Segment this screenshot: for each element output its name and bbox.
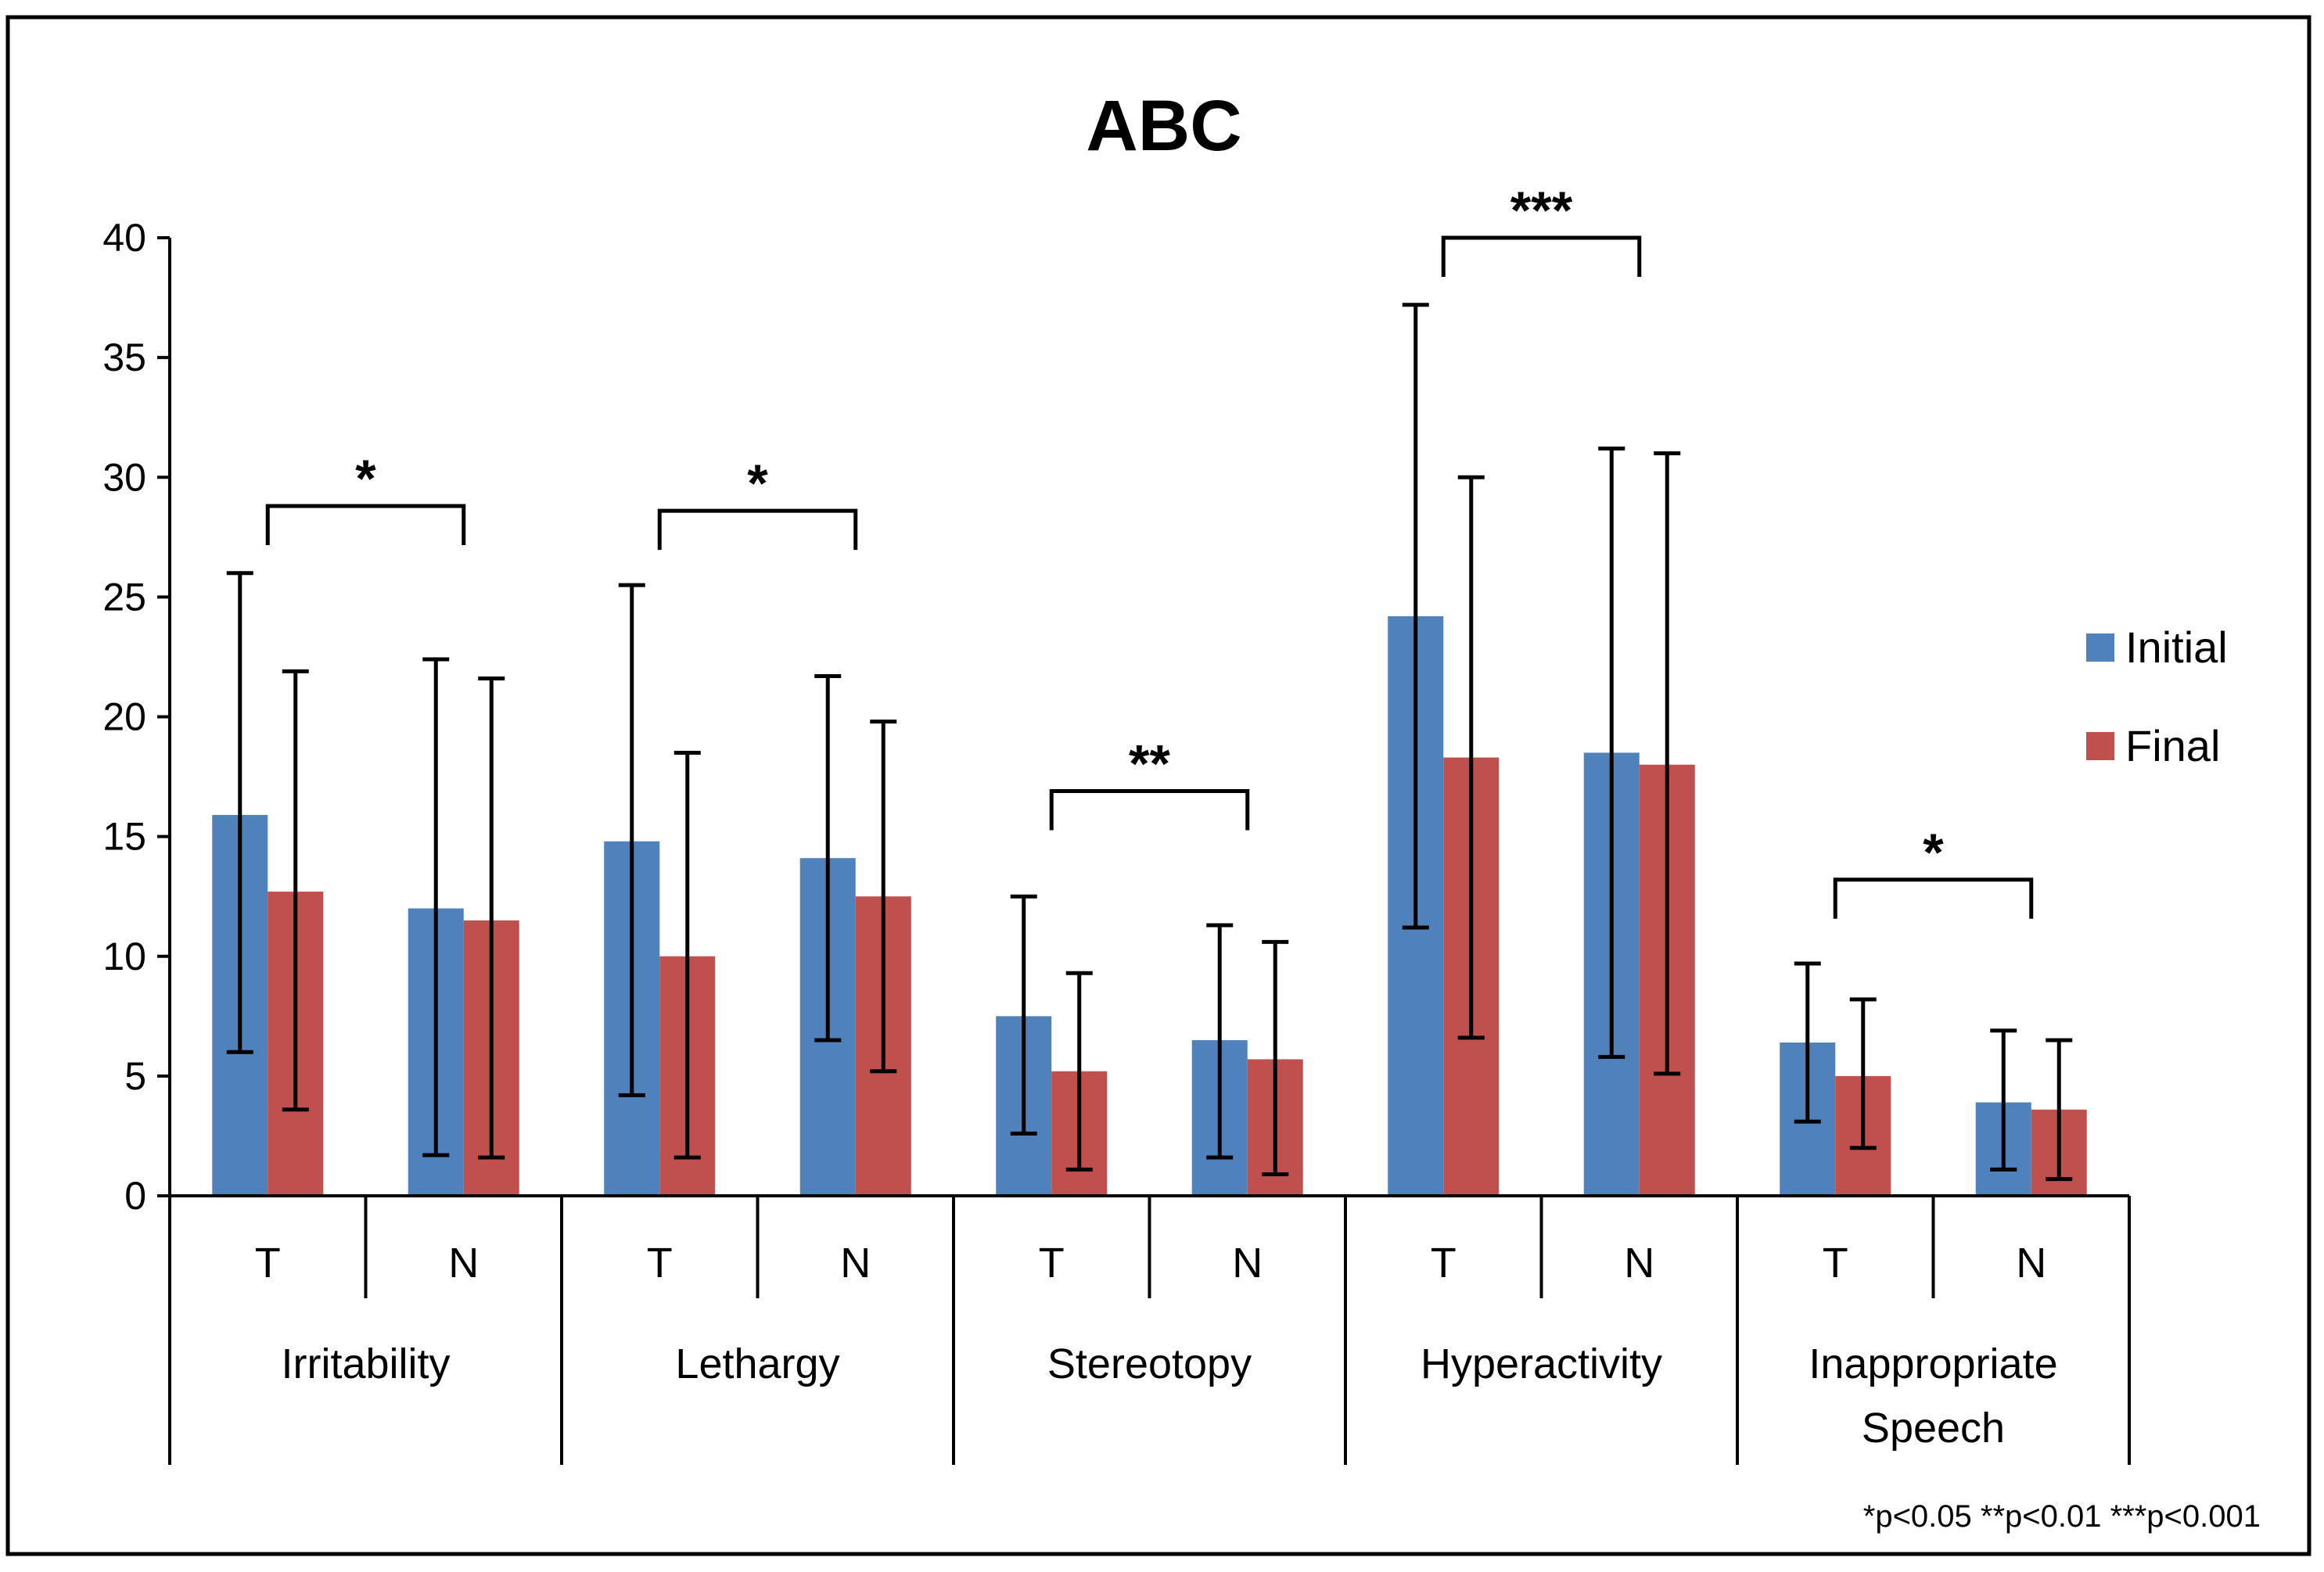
significance-marker: ** (1129, 734, 1170, 793)
legend-label-final: Final (2125, 721, 2220, 770)
y-axis: 0 5 10 15 20 25 30 35 40 (102, 216, 171, 1218)
category-label-t: T (255, 1240, 281, 1287)
chart-title: ABC (1086, 86, 1241, 166)
legend: Initial Final (2086, 623, 2228, 770)
significance-bracket (265, 504, 466, 545)
y-tick-label: 20 (102, 695, 146, 739)
group-label-hyperactivity: Hyperactivity (1421, 1341, 1662, 1387)
legend-swatch-final (2086, 732, 2114, 760)
y-tick-label: 40 (102, 216, 146, 260)
group-label-lethargy: Lethargy (675, 1341, 839, 1387)
y-tick-label: 30 (102, 455, 146, 499)
y-tick-label: 15 (102, 815, 146, 859)
category-label-n: N (448, 1240, 479, 1287)
legend-swatch-initial (2086, 633, 2114, 662)
significance-bracket (1049, 788, 1250, 831)
footnote: *p<0.05 **p<0.01 ***p<0.001 (1863, 1499, 2261, 1534)
group-label-inappropriate-speech: Inappropriate (1809, 1341, 2057, 1387)
significance-bracket (1441, 235, 1642, 277)
category-label-n: N (1624, 1240, 1654, 1287)
significance-marker: * (1923, 823, 1944, 882)
chart-border (5, 15, 2311, 1556)
y-tick-label: 10 (102, 935, 146, 978)
error-bars (226, 303, 2073, 1182)
y-tick-label: 25 (102, 575, 146, 619)
category-label-t: T (647, 1240, 673, 1287)
legend-label-initial: Initial (2125, 623, 2228, 672)
significance-marker: *** (1510, 181, 1573, 240)
group-label-stereotopy: Stereotopy (1047, 1341, 1252, 1387)
group-label-inappropriate-speech: Speech (1862, 1405, 2005, 1452)
y-tick-label: 35 (102, 336, 146, 379)
y-tick-label: 5 (124, 1054, 146, 1098)
significance-bracket (657, 508, 858, 551)
significance-bracket (1833, 878, 2034, 919)
significance-brackets: * ******* (265, 181, 2034, 919)
category-label-n: N (840, 1240, 871, 1287)
category-label-t: T (1431, 1240, 1457, 1287)
category-label-n: N (1232, 1240, 1263, 1287)
x-axis: T N T N T N T N T N Irritability Lethargy Stereotopy… (168, 1194, 2131, 1465)
category-label-t: T (1823, 1240, 1848, 1287)
y-tick-label: 0 (124, 1174, 146, 1218)
category-label-t: T (1039, 1240, 1065, 1287)
group-label-irritability: Irritability (281, 1341, 450, 1387)
significance-marker: * (355, 449, 376, 508)
category-label-n: N (2016, 1240, 2046, 1287)
significance-marker: * (747, 454, 768, 513)
